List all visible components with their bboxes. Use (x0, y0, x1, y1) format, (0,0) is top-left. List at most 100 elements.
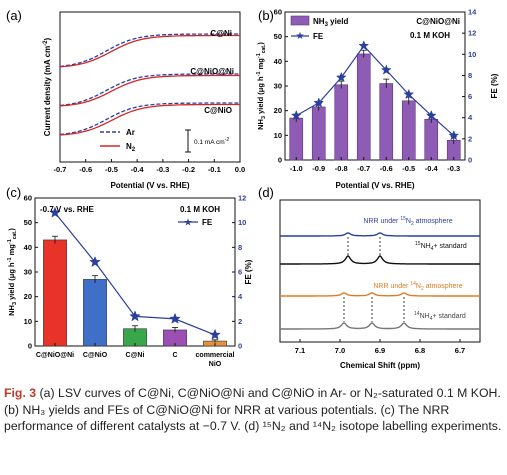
scale-bar (185, 129, 191, 153)
ytick-left-label: 50 (274, 32, 282, 41)
bar--0-7 (356, 53, 371, 161)
bar-c-nio (83, 279, 107, 347)
ytick-left-label: 0 (28, 342, 32, 351)
panel-a-xticks: -0.7 -0.6 -0.5 -0.4 -0.3 -0.2 -0.1 0.0 (54, 159, 245, 174)
ytick-right-label: 10 (468, 50, 476, 59)
panel-c-letter: (c) (6, 185, 21, 200)
lsv-curve-ar-2 (59, 73, 240, 107)
ytick-left-label: 20 (274, 106, 282, 115)
spectrum-14n2 (280, 292, 480, 297)
lsv-curve-ar-1 (59, 33, 240, 68)
xtick-label-c: C (172, 352, 177, 359)
fe-point--0-5 (403, 88, 415, 100)
nmr-label-14n2: NRR under 14N2 atmosphere (373, 281, 462, 292)
panel-b: (b) 0 10 20 30 40 50 60 0 2 4 6 8 10 12 14 -1.0 -0.9 -0.8… (256, 8, 499, 191)
ytick-right-label: 14 (468, 8, 477, 17)
panel-d-xtick-label: 6.7 (455, 346, 465, 355)
fe-line (296, 44, 455, 137)
fe-point--1-0 (290, 109, 302, 121)
spectrum-15n2 (280, 232, 480, 237)
legend-ar-label: Ar (126, 128, 135, 137)
panel-d-axes: 7.1 7.0 6.9 6.8 6.7 (295, 339, 465, 355)
panel-b-letter: (b) (258, 8, 274, 23)
fe-point-c-ni (129, 310, 141, 322)
panel-c-axes: 0 10 20 30 40 50 60 0 2 4 6 8 10 12 C@NiO@Ni C@NiO C@Ni C… (24, 194, 247, 369)
ytick-left-label: 0 (278, 156, 282, 165)
xtick-label-c-nio: C@NiO (83, 352, 108, 359)
figure-caption: Fig. 3 (a) LSV curves of C@Ni, C@NiO@Ni … (4, 385, 504, 435)
bar--1-0 (289, 117, 304, 161)
panel-d-xlabel: Chemical Shift (ppm) (340, 361, 420, 370)
ytick-right-label: 2 (468, 134, 472, 143)
ytick-right-label: 8 (238, 243, 242, 252)
panel-c-ylabel-left: NH3 yield (μg h-1 mg-1cat.) (7, 228, 18, 316)
ytick-right-label: 12 (468, 29, 476, 38)
xtick-label-c-ni: C@Ni (126, 352, 145, 359)
xtick-label--0-4: -0.4 (425, 164, 439, 173)
bar--0-9 (311, 106, 326, 161)
panel-b-axes: 0 10 20 30 40 50 60 0 2 4 6 8 10 12 14 -1.0 -0.9 -0.8 -0.7… (274, 8, 478, 174)
panel-c-ylabel-right: FE (%) (244, 259, 253, 284)
panel-a-xlabel: Potential (V vs. RHE) (110, 181, 189, 190)
panel-b-xlabel: Potential (V vs. RHE) (335, 181, 414, 190)
fe-point-c (169, 312, 181, 324)
panel-a-curves (59, 33, 240, 136)
panel-b-annotation-2: 0.1 M KOH (410, 31, 450, 40)
panel-d-xtick-label: 7.1 (295, 346, 305, 355)
lsv-curve-ar-3 (59, 102, 240, 136)
ytick-right-label: 4 (238, 292, 243, 301)
panel-d-plot (280, 232, 480, 330)
lsv-curve-n2-1 (59, 34, 240, 68)
panel-b-ylabel-left: NH3 yield (μg h-1 mg-1cat.) (256, 42, 267, 130)
panel-d-xtick-label: 7.0 (335, 346, 345, 355)
panel-a-xtick-label: -0.1 (208, 165, 221, 174)
ytick-left-label: 20 (24, 292, 32, 301)
panel-a-xtick-label: 0.0 (235, 165, 245, 174)
panel-b-ylabel-right: FE (%) (490, 73, 499, 98)
fe-point--0-8 (335, 71, 347, 83)
xtick-label--0-6: -0.6 (380, 164, 393, 173)
xtick-label-commercial-nio: commercial (196, 352, 235, 359)
fe-point--0-3 (448, 129, 460, 141)
panel-a-ylabel: Current density (mA cm-2) (43, 37, 52, 136)
nmr-label-14nh4: 14NH4+ standard (414, 311, 466, 322)
panel-d: (d) 7.1 7.0 6.9 6.8 6.7 NRR under 15N2 atmos… (258, 185, 481, 370)
panel-c-annotation-2: 0.1 M KOH (180, 205, 220, 214)
ytick-right-label: 0 (468, 156, 472, 165)
ytick-left-label: 10 (274, 131, 282, 140)
fe-point-c-nio (89, 255, 101, 268)
legend-c-fe-label: FE (202, 218, 213, 227)
xtick-label--0-8: -0.8 (335, 164, 348, 173)
panel-a-xtick-label: -0.5 (105, 165, 118, 174)
ytick-left-label: 60 (274, 8, 282, 17)
ytick-left-label: 10 (24, 317, 32, 326)
legend-fe-star: ★ (296, 31, 305, 42)
bar--0-5 (401, 100, 416, 161)
fe-point--0-9 (313, 97, 325, 108)
ytick-right-label: 0 (238, 342, 242, 351)
panel-b-annotation-1: C@NiO@Ni (416, 17, 460, 26)
panel-b-plot (289, 40, 461, 161)
panel-a-letter: (a) (6, 8, 22, 23)
ytick-left-label: 60 (24, 194, 32, 203)
ytick-right-label: 8 (468, 71, 472, 80)
fe-point--0-4 (425, 109, 437, 121)
ytick-left-label: 30 (274, 82, 282, 91)
panel-c-plot (43, 206, 227, 347)
legend-fe-label: FE (313, 32, 324, 41)
panel-a-xtick-label: -0.2 (182, 165, 195, 174)
xtick-label--0-7: -0.7 (357, 164, 370, 173)
lsv-curve-n2-3 (59, 103, 240, 136)
figure: (a) -0.7 -0.6 -0.5 -0.4 -0.3 -0.2 -0.1 0.0 Pote… (6, 8, 499, 371)
bar--0-8 (334, 84, 349, 161)
panel-a-xtick-label: -0.7 (54, 165, 67, 174)
xtick-label--0-9: -0.9 (312, 164, 325, 173)
curve-label-c-nio: C@NiO (204, 106, 232, 115)
xtick-label--0-3: -0.3 (447, 164, 460, 173)
spectrum-15nh4-standard (280, 255, 480, 265)
bar--0-6 (379, 83, 394, 161)
legend-c-fe-star: ★ (184, 218, 193, 229)
ytick-left-label: 40 (24, 243, 32, 252)
spectrum-14nh4-standard (280, 322, 480, 330)
panel-c-annotation-1: -0.7 V vs. RHE (40, 205, 94, 214)
